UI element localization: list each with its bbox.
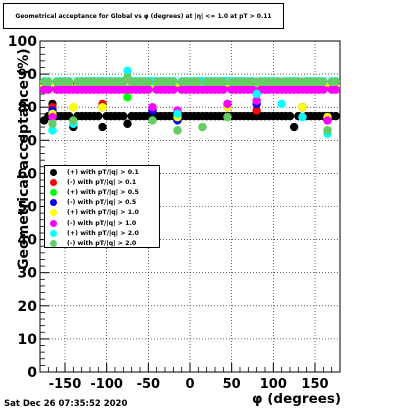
legend-item-5: (+) with pT/|q| > 1.0	[45, 208, 159, 218]
data-point	[94, 111, 103, 121]
legend-label: (-) with pT/|q| > 0.5	[67, 199, 137, 207]
data-point	[144, 85, 153, 94]
legend-marker-icon	[50, 239, 57, 247]
data-point	[277, 99, 286, 109]
data-point	[44, 77, 53, 87]
data-point	[331, 85, 341, 94]
data-point	[148, 116, 157, 125]
x-tick-label: -150	[49, 377, 82, 392]
y-tick-label: 0	[27, 365, 37, 381]
data-points	[39, 66, 341, 138]
legend-marker-icon	[50, 199, 57, 207]
data-point	[123, 66, 132, 75]
data-point	[48, 112, 57, 122]
data-point	[289, 122, 299, 132]
data-point	[98, 122, 107, 132]
chart-title-box: Geometrical acceptance for Global vs φ (…	[3, 3, 284, 29]
data-point	[323, 126, 332, 135]
data-point	[252, 96, 261, 105]
x-tick-label: 50	[223, 377, 241, 392]
data-point	[144, 77, 153, 87]
data-point	[48, 126, 57, 135]
data-point	[173, 126, 182, 135]
legend-item-1: (+) with pT/|q| > 0.1	[45, 167, 159, 177]
data-point	[252, 89, 261, 99]
data-point	[285, 111, 295, 121]
data-point	[331, 111, 341, 121]
legend-item-4: (-) with pT/|q| > 0.5	[45, 198, 159, 208]
data-point	[64, 77, 74, 87]
y-tick-label: 70	[18, 133, 38, 149]
x-axis-label: φ (degrees)	[252, 391, 342, 407]
x-tick-label: 0	[185, 377, 194, 392]
data-point	[123, 93, 132, 102]
legend-label: (-) with pT/|q| > 1.0	[67, 219, 137, 227]
x-tick-label: -100	[90, 377, 123, 392]
x-tick-label: 100	[260, 377, 287, 392]
legend-label: (+) with pT/|q| > 0.5	[67, 188, 139, 196]
series-8	[39, 73, 341, 135]
y-tick-label: 80	[18, 100, 38, 116]
x-tick-label: -50	[137, 377, 161, 392]
legend-item-6: (-) with pT/|q| > 1.0	[45, 218, 159, 228]
axis-ticks: -150 -100 -50 0 50 100 150 0 10 20 30 40 50 60 70 80 90 1…	[8, 34, 341, 392]
data-point	[69, 103, 78, 112]
legend-item-8: (-) with pT/|q| > 2.0	[45, 238, 159, 248]
legend-item-2: (-) with pT/|q| > 0.1	[45, 177, 159, 187]
data-point	[148, 103, 157, 112]
legend-marker-icon	[50, 168, 57, 176]
y-tick-label: 30	[18, 266, 38, 282]
legend: (+) with pT/|q| > 0.1 (-) with pT/|q| > 0…	[44, 165, 160, 248]
legend-marker-icon	[50, 229, 57, 237]
legend-label: (+) with pT/|q| > 2.0	[67, 229, 139, 237]
legend-marker-icon	[50, 178, 57, 186]
legend-marker-icon	[50, 219, 57, 227]
data-point	[319, 77, 328, 87]
footer-timestamp: Sat Dec 26 07:35:52 2020	[4, 399, 128, 409]
data-point	[323, 116, 332, 125]
legend-item-7: (+) with pT/|q| > 2.0	[45, 228, 159, 238]
data-point	[169, 85, 178, 94]
y-tick-label: 20	[18, 299, 38, 315]
y-axis-label: Geometrical acceptance (%)	[16, 48, 32, 270]
legend-label: (+) with pT/|q| > 1.0	[67, 209, 139, 217]
data-point	[298, 103, 307, 112]
y-tick-label: 50	[18, 200, 38, 216]
legend-label: (-) with pT/|q| > 0.1	[67, 178, 137, 186]
x-tick-label: 150	[301, 377, 328, 392]
data-point	[98, 103, 107, 112]
legend-marker-icon	[50, 209, 57, 217]
y-tick-label: 40	[18, 233, 38, 249]
data-point	[319, 85, 328, 94]
data-point	[252, 106, 261, 115]
data-point	[223, 112, 232, 122]
data-point	[219, 85, 228, 94]
data-point	[298, 112, 307, 122]
data-point	[219, 77, 228, 87]
y-tick-label: 100	[8, 34, 37, 50]
data-point	[123, 119, 132, 128]
data-point	[169, 77, 178, 87]
data-point	[48, 119, 57, 128]
chart-title: Geometrical acceptance for Global vs φ (…	[15, 12, 272, 20]
data-point	[331, 77, 341, 87]
y-tick-label: 60	[18, 166, 38, 182]
y-tick-label: 90	[18, 67, 38, 83]
legend-label: (+) with pT/|q| > 0.1	[67, 168, 139, 176]
data-point	[223, 99, 232, 109]
legend-label: (-) with pT/|q| > 2.0	[67, 239, 137, 247]
legend-marker-icon	[50, 188, 57, 196]
data-point	[44, 85, 53, 94]
data-point	[198, 122, 207, 132]
y-tick-label: 10	[18, 332, 38, 348]
data-point	[194, 77, 203, 87]
data-point	[173, 109, 182, 119]
legend-item-3: (+) with pT/|q| > 0.5	[45, 187, 159, 197]
data-point	[119, 111, 128, 121]
data-point	[69, 116, 78, 125]
